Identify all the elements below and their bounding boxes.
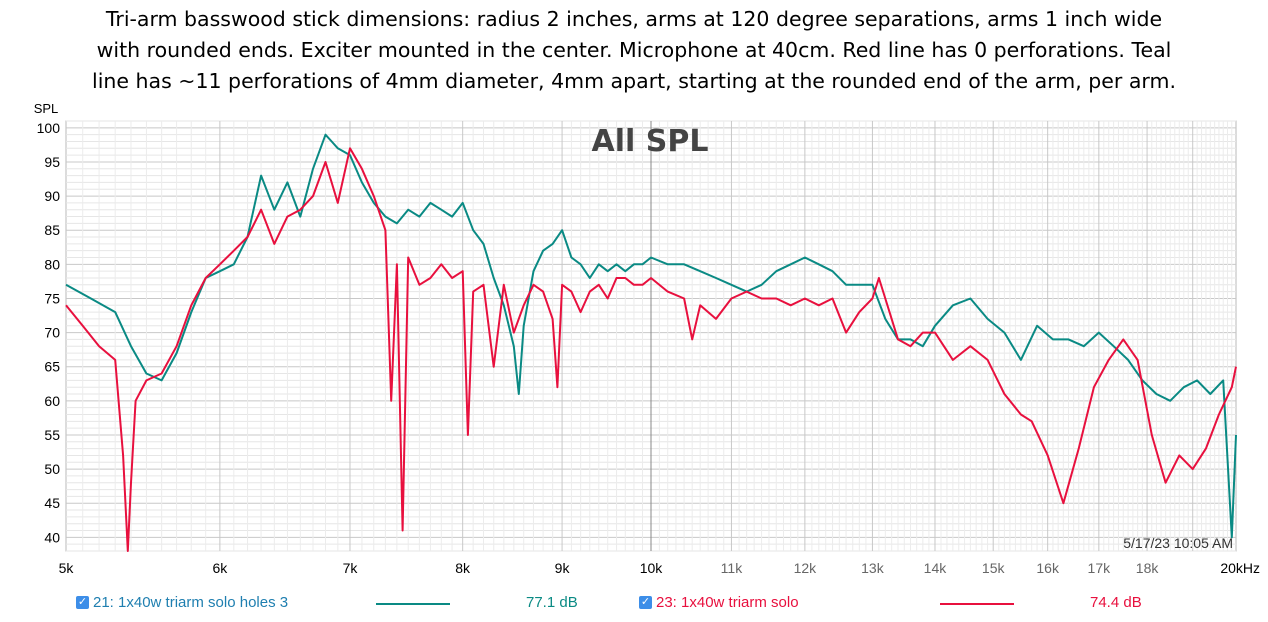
- series-line-solo: [65, 147, 1237, 552]
- x-tick-label: 12k: [794, 560, 818, 576]
- legend-line-holes: [376, 603, 450, 605]
- x-tick-label: 9k: [555, 560, 571, 576]
- y-tick-label: 80: [44, 256, 60, 272]
- chart-title: All SPL: [592, 124, 709, 159]
- x-tick-label: 13k: [861, 560, 885, 576]
- legend-label-holes: 21: 1x40w triarm solo holes 3: [93, 594, 289, 611]
- checkbox-holes[interactable]: ✓: [76, 596, 89, 609]
- chart-caption: Tri-arm basswood stick dimensions: radiu…: [0, 4, 1268, 97]
- y-tick-label: 100: [37, 120, 61, 136]
- y-tick-label: 95: [44, 154, 60, 170]
- y-tick-label: 85: [44, 222, 60, 238]
- legend-label-solo: 23: 1x40w triarm solo: [656, 594, 799, 611]
- x-tick-label: 16k: [1036, 560, 1060, 576]
- y-tick-label: 60: [44, 393, 60, 409]
- caption-line-1: Tri-arm basswood stick dimensions: radiu…: [105, 7, 1163, 31]
- x-tick-label: 17k: [1088, 560, 1112, 576]
- y-tick-label: 75: [44, 290, 60, 306]
- legend-value-solo: 74.4 dB: [1090, 594, 1142, 611]
- y-tick-label: 90: [44, 188, 60, 204]
- caption-line-2: with rounded ends. Exciter mounted in th…: [96, 38, 1172, 62]
- legend-value-holes: 77.1 dB: [526, 594, 578, 611]
- x-tick-label: 6k: [212, 560, 228, 576]
- y-tick-label: 70: [44, 325, 60, 341]
- y-axis-label: SPL: [34, 101, 59, 116]
- x-tick-label: 7k: [343, 560, 359, 576]
- y-tick-label: 55: [44, 427, 60, 443]
- y-tick-label: 65: [44, 359, 60, 375]
- timestamp: 5/17/23 10:05 AM: [1123, 535, 1233, 551]
- x-tick-label: 14k: [924, 560, 948, 576]
- series-line-holes: [65, 133, 1237, 539]
- x-tick-label: 8k: [455, 560, 471, 576]
- checkbox-solo[interactable]: ✓: [639, 596, 652, 609]
- y-tick-label: 50: [44, 461, 60, 477]
- y-tick-label: 45: [44, 495, 60, 511]
- x-tick-label: 10k: [640, 560, 664, 576]
- x-tick-label: 15k: [982, 560, 1006, 576]
- x-tick-label: 20kHz: [1220, 560, 1260, 576]
- y-tick-label: 40: [44, 529, 60, 545]
- legend-line-solo: [940, 603, 1014, 605]
- caption-line-3: line has ~11 perforations of 4mm diamete…: [92, 69, 1176, 93]
- x-tick-label: 5k: [59, 560, 75, 576]
- x-tick-label: 11k: [721, 560, 744, 576]
- x-tick-label: 18k: [1136, 560, 1160, 576]
